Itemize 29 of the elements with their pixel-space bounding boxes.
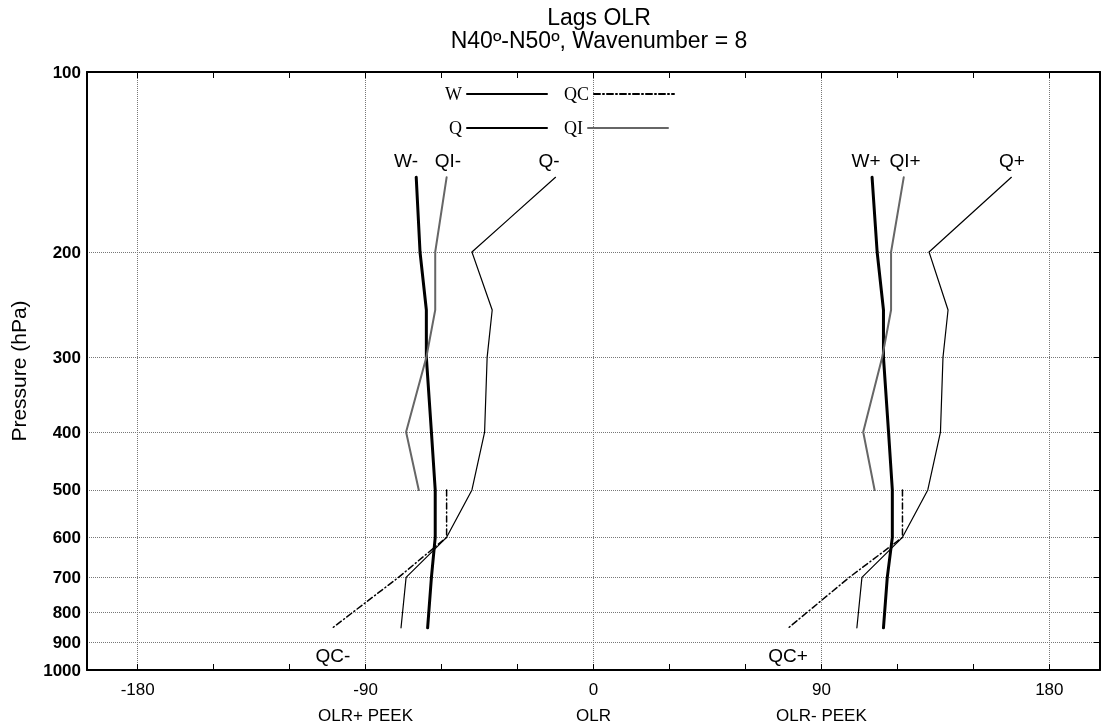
annotation: QC- [315, 644, 351, 666]
x-tick-label: 90 OLR- PEEK [776, 679, 868, 725]
x-tick-label: -180 [120, 679, 155, 699]
y-tick-label: 800 [52, 602, 81, 622]
legend-label: QI [563, 118, 583, 138]
annotation: QI- [434, 149, 462, 171]
annotation: Q+ [999, 149, 1025, 171]
y-tick-label: 1000 [43, 660, 81, 680]
chart-title: Lags OLR [547, 3, 651, 30]
y-tick-label: 400 [52, 422, 81, 442]
legend-label: QC [563, 84, 589, 104]
x-tick-label: 0 OLR [576, 679, 611, 725]
y-tick-label: 500 [52, 480, 81, 500]
annotation: QC+ [768, 644, 808, 666]
y-tick-label: 100 [52, 62, 81, 82]
annotation: Q- [538, 149, 560, 171]
annotation: W+ [851, 149, 881, 171]
annotation: QI+ [889, 149, 921, 171]
y-tick-label: 200 [52, 242, 81, 262]
legend-label: W [444, 84, 462, 104]
x-tick-label: -90 OLR+ PEEK [318, 679, 414, 725]
y-tick-label: 600 [52, 527, 81, 547]
legend-label: Q [448, 118, 462, 138]
y-tick-label: 300 [52, 347, 81, 367]
y-tick-label: 900 [52, 633, 81, 653]
y-axis-title: Pressure (hPa) [7, 300, 30, 442]
x-tick-label: 180 [1035, 679, 1064, 699]
annotation: W- [394, 149, 418, 171]
y-tick-label: 700 [52, 567, 81, 587]
